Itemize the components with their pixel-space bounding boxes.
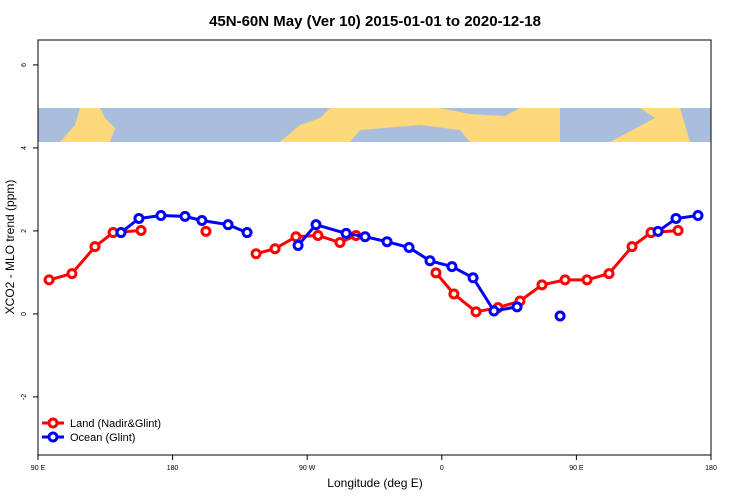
data-point <box>626 241 638 253</box>
data-point <box>133 212 145 224</box>
x-tick-label: 180 <box>705 465 717 472</box>
data-point <box>470 306 482 318</box>
data-point <box>381 236 393 248</box>
legend-label: Land (Nadir&Glint) <box>70 418 161 430</box>
data-point <box>250 248 262 260</box>
x-axis-label: Longitude (deg E) <box>327 476 422 490</box>
data-point <box>115 227 127 239</box>
data-point <box>581 274 593 286</box>
y-tick-label: -2 <box>21 394 28 400</box>
data-point <box>312 229 324 241</box>
data-point <box>488 305 500 317</box>
data-point <box>652 225 664 237</box>
data-point <box>290 231 302 243</box>
data-point <box>536 279 548 291</box>
legend-label: Ocean (Glint) <box>70 432 135 444</box>
data-point <box>196 215 208 227</box>
x-tick-label: 0 <box>440 465 444 472</box>
series-line <box>48 229 679 314</box>
data-point <box>43 274 55 286</box>
data-point <box>692 210 704 222</box>
data-point <box>89 241 101 253</box>
data-point <box>292 239 304 251</box>
data-point <box>467 272 479 284</box>
data-point <box>310 219 322 231</box>
legend-marker <box>47 431 59 443</box>
map-band <box>38 108 711 142</box>
data-point <box>155 210 167 222</box>
x-tick-label: 90 W <box>299 465 316 472</box>
data-point <box>222 219 234 231</box>
data-point <box>559 274 571 286</box>
data-point <box>424 255 436 267</box>
data-point <box>603 268 615 280</box>
data-point <box>448 288 460 300</box>
y-tick-label: 4 <box>21 146 28 150</box>
y-tick-label: 0 <box>21 312 28 316</box>
data-point <box>135 224 147 236</box>
x-tick-label: 180 <box>167 465 179 472</box>
data-point <box>430 267 442 279</box>
x-tick-label: 90 E <box>569 465 584 472</box>
data-point <box>179 210 191 222</box>
data-point <box>670 212 682 224</box>
data-point <box>340 227 352 239</box>
y-tick-label: 2 <box>21 229 28 233</box>
data-point <box>66 268 78 280</box>
data-point <box>200 225 212 237</box>
x-tick-label: 90 E <box>31 465 46 472</box>
data-point <box>241 227 253 239</box>
data-point <box>334 237 346 249</box>
y-axis-label: XCO2 - MLO trend (ppm) <box>3 180 17 315</box>
data-point <box>403 242 415 253</box>
legend-marker <box>47 417 59 429</box>
data-point <box>511 301 523 313</box>
data-point <box>269 243 281 255</box>
data-point <box>446 261 458 273</box>
data-point <box>554 310 566 322</box>
plot-frame <box>37 39 712 456</box>
data-point <box>359 231 371 243</box>
data-point <box>672 224 684 236</box>
legend: Land (Nadir&Glint) Ocean (Glint) <box>42 417 161 444</box>
chart-title: 45N-60N May (Ver 10) 2015-01-01 to 2020-… <box>209 13 541 30</box>
y-tick-label: 6 <box>21 63 28 67</box>
